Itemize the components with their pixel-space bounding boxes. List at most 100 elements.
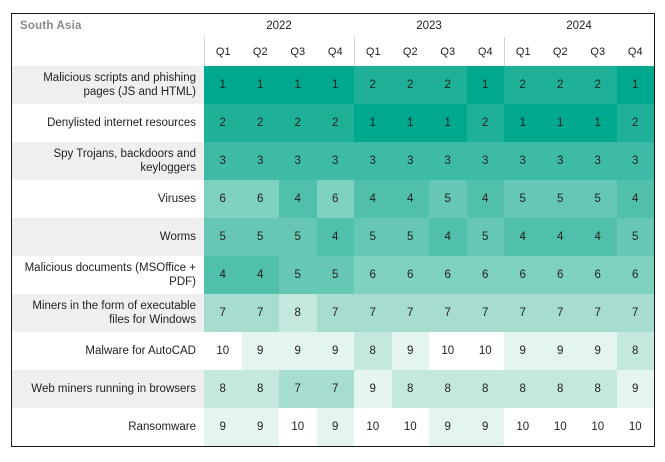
heatmap-cell: 3 <box>391 142 429 180</box>
heatmap-cell: 8 <box>241 370 279 408</box>
heatmap-cell: 5 <box>204 218 242 256</box>
heatmap-cell: 3 <box>579 142 617 180</box>
heatmap-cell: 3 <box>504 142 542 180</box>
heatmap-cell: 4 <box>504 218 542 256</box>
heatmap-cell: 6 <box>391 256 429 294</box>
heatmap-cell: 2 <box>541 66 579 104</box>
heatmap-cell: 9 <box>616 370 654 408</box>
heatmap-cell: 7 <box>279 370 317 408</box>
heatmap-cell: 4 <box>429 218 467 256</box>
heatmap-cell: 7 <box>541 294 579 332</box>
heatmap-cell: 2 <box>316 104 354 142</box>
heatmap-cell: 8 <box>279 294 317 332</box>
quarter-header: Q4 <box>327 45 343 58</box>
heatmap-cell: 3 <box>616 142 654 180</box>
heatmap-cell: 2 <box>354 66 392 104</box>
heatmap-grid: South Asia 2022 2023 2024 Q1 Q2 Q3 Q4 Q1 Q2 Q3 Q4 Q… <box>12 14 654 446</box>
heatmap-cell: 2 <box>429 66 467 104</box>
heatmap-cell: 10 <box>466 332 504 370</box>
quarter-header: Q4 <box>477 45 493 58</box>
heatmap-cell: 3 <box>241 142 279 180</box>
heatmap-cell: 6 <box>354 256 392 294</box>
heatmap-cell: 6 <box>241 180 279 218</box>
heatmap-cell: 5 <box>541 180 579 218</box>
rank-heatmap-table: South Asia 2022 2023 2024 Q1 Q2 Q3 Q4 Q1 Q2 Q3 Q4 Q… <box>11 13 655 447</box>
heatmap-cell: 1 <box>466 66 504 104</box>
heatmap-cell: 4 <box>579 218 617 256</box>
heatmap-cell: 10 <box>391 408 429 446</box>
heatmap-cell: 6 <box>204 180 242 218</box>
year-header: 2024 <box>566 19 592 32</box>
heatmap-cell: 1 <box>279 66 317 104</box>
heatmap-cell: 9 <box>204 408 242 446</box>
heatmap-cell: 4 <box>541 218 579 256</box>
heatmap-cell: 5 <box>579 180 617 218</box>
heatmap-cell: 5 <box>316 256 354 294</box>
quarter-header: Q2 <box>252 45 268 58</box>
heatmap-cell: 6 <box>466 256 504 294</box>
heatmap-cell: 6 <box>504 256 542 294</box>
heatmap-cell: 4 <box>204 256 242 294</box>
heatmap-cell: 2 <box>579 66 617 104</box>
heatmap-cell: 1 <box>316 66 354 104</box>
row-label: Web miners running in browsers <box>12 370 204 408</box>
year-header: 2023 <box>416 19 442 32</box>
heatmap-cell: 2 <box>504 66 542 104</box>
heatmap-cell: 3 <box>429 142 467 180</box>
heatmap-cell: 8 <box>391 370 429 408</box>
heatmap-cell: 9 <box>241 332 279 370</box>
heatmap-cell: 5 <box>429 180 467 218</box>
heatmap-cell: 8 <box>429 370 467 408</box>
heatmap-cell: 9 <box>541 332 579 370</box>
heatmap-cell: 10 <box>541 408 579 446</box>
heatmap-cell: 9 <box>316 408 354 446</box>
row-label: Malware for AutoCAD <box>85 344 196 357</box>
heatmap-cell: 8 <box>204 370 242 408</box>
year-header: 2022 <box>266 19 292 32</box>
heatmap-cell: 7 <box>504 294 542 332</box>
heatmap-cell: 8 <box>579 370 617 408</box>
heatmap-cell: 6 <box>616 256 654 294</box>
heatmap-cell: 7 <box>429 294 467 332</box>
heatmap-cell: 9 <box>466 408 504 446</box>
heatmap-cell: 7 <box>391 294 429 332</box>
row-label: Malicious documents (MSOffice + PDF) <box>24 261 196 288</box>
heatmap-cell: 1 <box>204 66 242 104</box>
heatmap-cell: 5 <box>241 218 279 256</box>
heatmap-cell: 9 <box>391 332 429 370</box>
quarter-header: Q3 <box>590 45 606 58</box>
quarter-header: Q1 <box>504 37 542 66</box>
heatmap-cell: 1 <box>504 104 542 142</box>
quarter-header: Q2 <box>402 45 418 58</box>
heatmap-cell: 9 <box>579 332 617 370</box>
heatmap-cell: 4 <box>279 180 317 218</box>
heatmap-cell: 9 <box>279 332 317 370</box>
heatmap-cell: 10 <box>204 332 242 370</box>
heatmap-cell: 9 <box>429 408 467 446</box>
heatmap-cell: 1 <box>616 66 654 104</box>
heatmap-cell: 7 <box>616 294 654 332</box>
row-label: Ransomware <box>128 420 196 433</box>
heatmap-cell: 9 <box>354 370 392 408</box>
heatmap-cell: 7 <box>316 370 354 408</box>
heatmap-cell: 5 <box>391 218 429 256</box>
heatmap-cell: 2 <box>204 104 242 142</box>
region-label: South Asia <box>20 19 82 32</box>
heatmap-cell: 2 <box>466 104 504 142</box>
heatmap-cell: 6 <box>429 256 467 294</box>
heatmap-cell: 3 <box>354 142 392 180</box>
heatmap-cell: 8 <box>466 370 504 408</box>
quarter-header: Q2 <box>552 45 568 58</box>
heatmap-cell: 10 <box>616 408 654 446</box>
heatmap-cell: 5 <box>279 256 317 294</box>
row-label: Miners in the form of executable files f… <box>12 294 204 332</box>
heatmap-cell: 7 <box>316 294 354 332</box>
heatmap-cell: 8 <box>541 370 579 408</box>
heatmap-cell: 4 <box>354 180 392 218</box>
heatmap-cell: 8 <box>354 332 392 370</box>
heatmap-cell: 7 <box>579 294 617 332</box>
row-label: Malicious scripts and phishing pages (JS… <box>12 66 204 104</box>
heatmap-cell: 4 <box>391 180 429 218</box>
heatmap-cell: 4 <box>616 180 654 218</box>
heatmap-cell: 7 <box>241 294 279 332</box>
